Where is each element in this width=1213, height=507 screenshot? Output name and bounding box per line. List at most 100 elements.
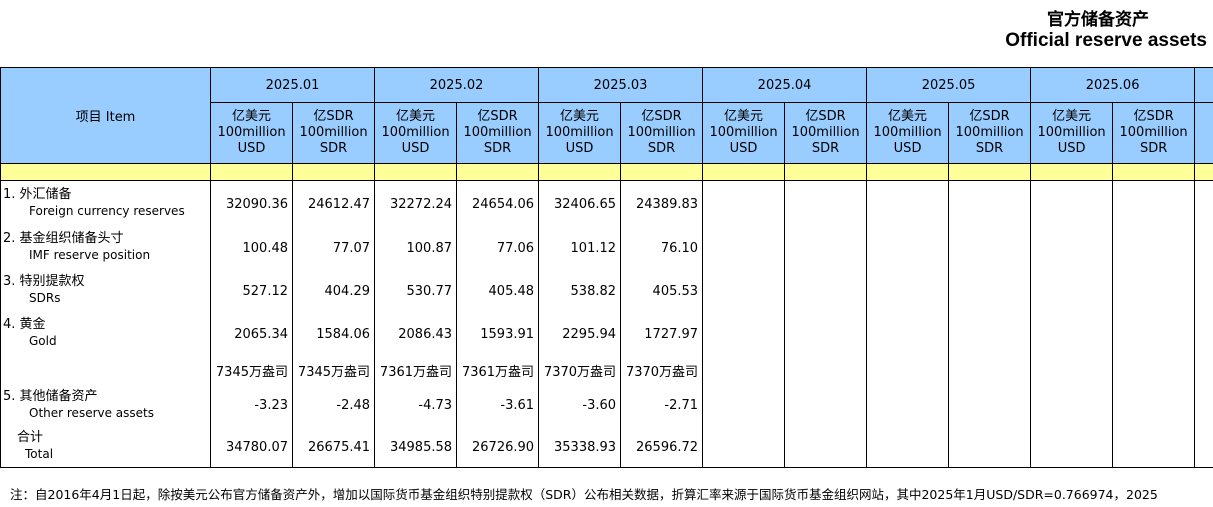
value-cell: 7370万盎司 [620,354,704,384]
unit-zh: 亿美元 [1052,109,1092,124]
band-cell [374,163,458,181]
value-cell [702,311,786,355]
value-cell [1112,268,1196,312]
data-row: 2. 基金组织储备头寸 IMF reserve position 100.48 77.… [0,225,1213,269]
period-header [1194,67,1213,103]
value-cell: 2086.43 [374,311,458,355]
band-cell [1112,163,1196,181]
value-cell: 26596.72 [620,425,704,468]
value-cell [948,311,1032,355]
value-cell: 7345万盎司 [291,354,376,384]
value-cell [1030,180,1114,226]
value-cell: 76.10 [620,225,704,269]
band-cell [456,163,540,181]
unit-zh: 亿SDR [477,109,518,124]
value-cell: 1593.91 [456,311,540,355]
value-cell [702,180,786,226]
value-cell [1030,268,1114,312]
data-row: 5. 其他储备资产 Other reserve assets -3.23 -2.48-… [0,383,1213,426]
value-cell [1194,311,1213,355]
unit-en: 100million USD [217,125,286,156]
value-cell [948,268,1032,312]
value-cell [866,180,950,226]
unit-en: 100million USD [545,125,614,156]
unit-header: 亿美元 100million USD [1030,102,1114,164]
value-cell [1112,383,1196,426]
value-cell [784,268,868,312]
value-cell: 100.87 [374,225,458,269]
period-header: 2025.02 [374,67,540,103]
band-cell [702,163,786,181]
value-cell: 101.12 [538,225,622,269]
value-cell: 7361万盎司 [374,354,458,384]
band-cell [210,163,293,181]
label-zh: 4. 黄金 [3,317,46,332]
item-header: 项目 Item [0,67,211,164]
value-cell: 405.53 [620,268,704,312]
label-en: SDRs [29,291,61,305]
value-cell [702,268,786,312]
period-header: 2025.05 [866,67,1032,103]
value-cell [866,354,950,384]
period-header: 2025.03 [538,67,704,103]
value-cell [866,268,950,312]
value-cell: 34985.58 [374,425,458,468]
row-label: 3. 特别提款权 SDRs [0,268,211,312]
value-cell [948,383,1032,426]
unit-zh: 亿美元 [888,109,928,124]
value-cell: 405.48 [456,268,540,312]
value-cell: -3.61 [456,383,540,426]
unit-header: 亿SDR 100million SDR [948,102,1032,164]
value-cell: 35338.93 [538,425,622,468]
value-cell: 77.07 [291,225,376,269]
value-cell: 527.12 [210,268,293,312]
value-cell [948,225,1032,269]
label-en: Total [25,447,54,462]
value-cell: -3.23 [210,383,293,426]
value-cell [1112,180,1196,226]
unit-header: 亿SDR 100million SDR [291,102,376,164]
unit-zh: 亿SDR [1133,109,1174,124]
data-row: 3. 特别提款权 SDRs 527.12 404.29 530.77 405.48 538.… [0,268,1213,312]
label-zh: 2. 基金组织储备头寸 [3,231,124,246]
unit-en: 100million SDR [299,125,368,156]
value-cell: 26675.41 [291,425,376,468]
label-en: Other reserve assets [29,405,155,420]
unit-en: 100million SDR [627,125,696,156]
unit-zh: 亿美元 [396,109,436,124]
label-zh: 合计 [17,430,44,446]
value-cell [1112,354,1196,384]
value-cell: -2.48 [291,383,376,426]
period-header: 2025.06 [1030,67,1196,103]
unit-header: 亿SDR 100million SDR [784,102,868,164]
unit-zh: 亿SDR [805,109,846,124]
unit-en: 100million USD [709,125,778,156]
value-cell: 1727.97 [620,311,704,355]
data-row: 合计 Total 34780.07 26675.41 34985.58 26726.90 3… [0,425,1213,468]
value-cell [1194,268,1213,312]
row-label: 合计 Total [0,425,211,468]
value-cell [1112,225,1196,269]
value-cell: 2295.94 [538,311,622,355]
value-cell [1194,383,1213,426]
value-cell: -4.73 [374,383,458,426]
value-cell [866,225,950,269]
value-cell: 7345万盎司 [210,354,293,384]
reserve-table: 项目 Item 2025.01 2025.02 2025.03 2025.04 2025.… [0,67,1213,468]
unit-en: 100million USD [873,125,942,156]
data-row: 1. 外汇储备 Foreign currency reserves 32090.36… [0,180,1213,226]
unit-en: 100million USD [381,125,450,156]
unit-header: 亿SDR 100million SDR [620,102,704,164]
band-cell [620,163,704,181]
value-cell [866,311,950,355]
value-cell: 32090.36 [210,180,293,226]
value-cell [702,383,786,426]
value-cell [948,180,1032,226]
row-label: 5. 其他储备资产 Other reserve assets [0,383,211,426]
row-label: 1. 外汇储备 Foreign currency reserves [0,180,211,226]
unit-zh: 亿SDR [313,109,354,124]
unit-header: 亿美元 100million USD [374,102,458,164]
value-cell [948,425,1032,468]
value-cell: 100.48 [210,225,293,269]
